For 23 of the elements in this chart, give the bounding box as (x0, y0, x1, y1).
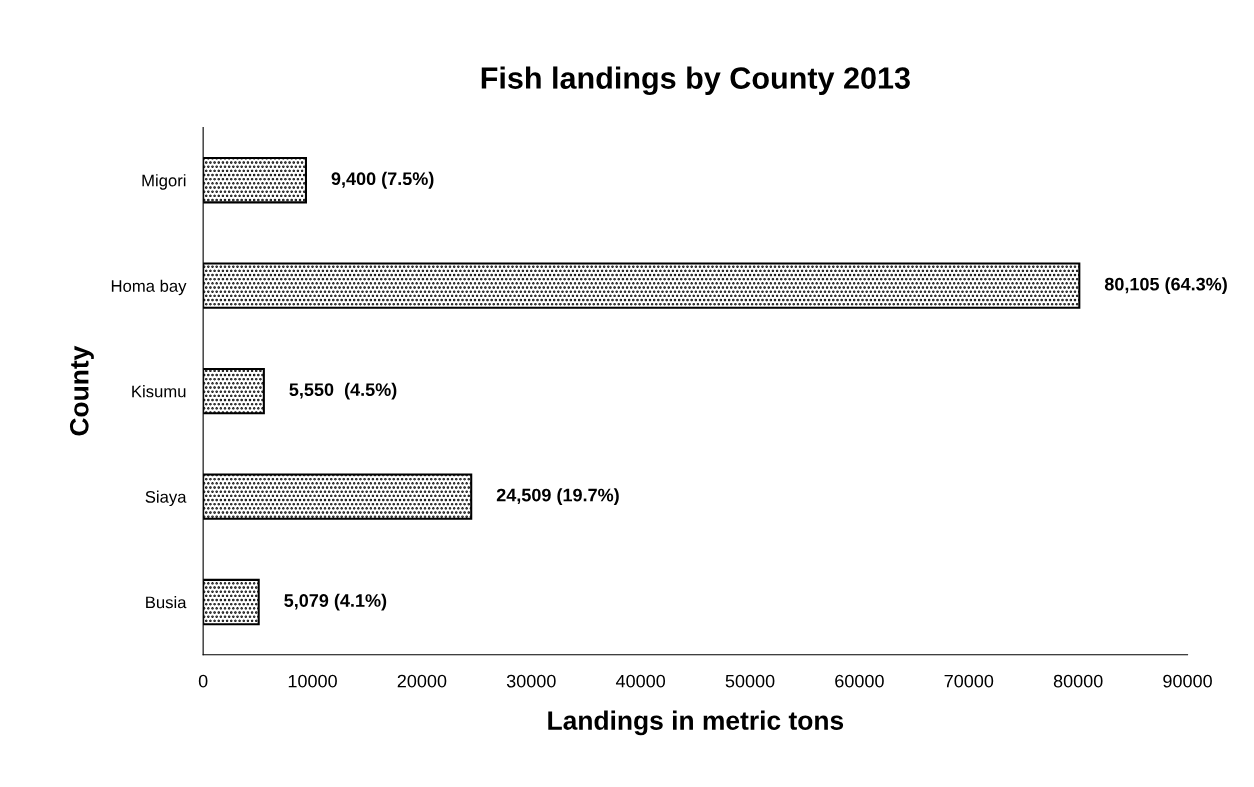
x-tick-label: 90000 (1163, 674, 1212, 688)
x-tick-label: 10000 (288, 674, 337, 688)
x-tick-label: 80000 (1053, 674, 1103, 688)
chart-title: Fish landings by County 2013 (481, 66, 910, 96)
y-tick-label: Kisumu (132, 385, 186, 398)
y-tick-label: Siaya (145, 490, 187, 507)
x-tick-label: 40000 (615, 674, 666, 688)
data-label: 5,079 (4.1%) (284, 593, 387, 611)
data-label: 5,550 (4.5%) (289, 382, 397, 400)
x-tick-label: 60000 (835, 674, 884, 688)
x-tick-label: 70000 (944, 674, 994, 688)
x-tick-label: 50000 (725, 674, 775, 688)
y-tick-label: Migori (142, 174, 186, 190)
x-tick-label: 30000 (506, 674, 556, 688)
y-tick-label: Homa bay (111, 279, 187, 296)
y-axis-title: County (69, 345, 94, 436)
x-tick-label: 0 (198, 674, 208, 688)
x-axis-title: Landings in metric tons (548, 710, 844, 736)
data-label: 9,400 (7.5%) (331, 171, 434, 189)
y-tick-label: Busia (146, 596, 187, 609)
x-tick-label: 20000 (397, 674, 447, 688)
data-label: 24,509 (19.7%) (496, 488, 619, 506)
data-label: 80,105 (64.3%) (1104, 277, 1227, 295)
